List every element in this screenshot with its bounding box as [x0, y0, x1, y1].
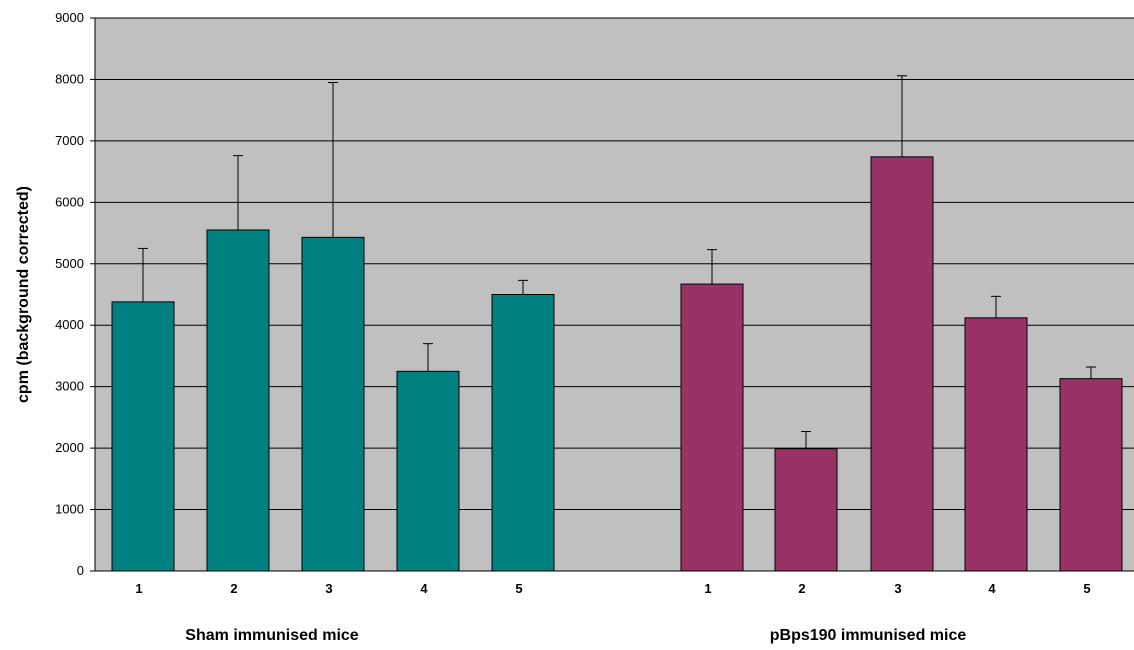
bar	[206, 229, 270, 572]
bar	[111, 301, 175, 572]
y-tick-label: 5000	[55, 256, 84, 271]
y-tick-label: 4000	[55, 317, 84, 332]
bar	[680, 283, 744, 572]
x-axis-labels: 1 2 3 4 5 1 2 3 4 5	[135, 581, 1090, 596]
group-titles: Sham immunised mice pBps190 immunised mic…	[185, 627, 966, 644]
y-tick-label: 6000	[55, 194, 84, 209]
bar	[301, 236, 365, 572]
y-tick-label: 8000	[55, 71, 84, 86]
y-tick-label: 7000	[55, 133, 84, 148]
bars	[111, 156, 1123, 572]
x-tick-label: 5	[1083, 581, 1090, 596]
y-tick-label: 1000	[55, 502, 84, 517]
x-tick-label: 4	[988, 581, 996, 596]
bar	[1059, 378, 1123, 572]
x-tick-label: 3	[325, 581, 332, 596]
x-tick-label: 4	[420, 581, 428, 596]
y-axis-ticks: 0 1000 2000 3000 4000 5000 6000 7000 8000 9000	[55, 10, 95, 578]
y-axis-title: cpm (background corrected)	[15, 186, 32, 403]
bar	[491, 294, 555, 572]
bar	[870, 156, 934, 572]
y-tick-label: 9000	[55, 10, 84, 25]
group-title: Sham immunised mice	[185, 627, 358, 644]
bar	[964, 317, 1028, 572]
group-title: pBps190 immunised mice	[770, 627, 967, 644]
x-tick-label: 5	[515, 581, 522, 596]
x-tick-label: 1	[135, 581, 142, 596]
y-tick-label: 3000	[55, 379, 84, 394]
error-bars	[138, 75, 1096, 449]
x-tick-label: 2	[798, 581, 805, 596]
y-tick-label: 0	[77, 563, 84, 578]
x-tick-label: 1	[704, 581, 711, 596]
x-tick-label: 2	[230, 581, 237, 596]
x-tick-label: 3	[894, 581, 901, 596]
bar	[774, 448, 838, 572]
bar	[396, 370, 460, 572]
y-tick-label: 2000	[55, 440, 84, 455]
